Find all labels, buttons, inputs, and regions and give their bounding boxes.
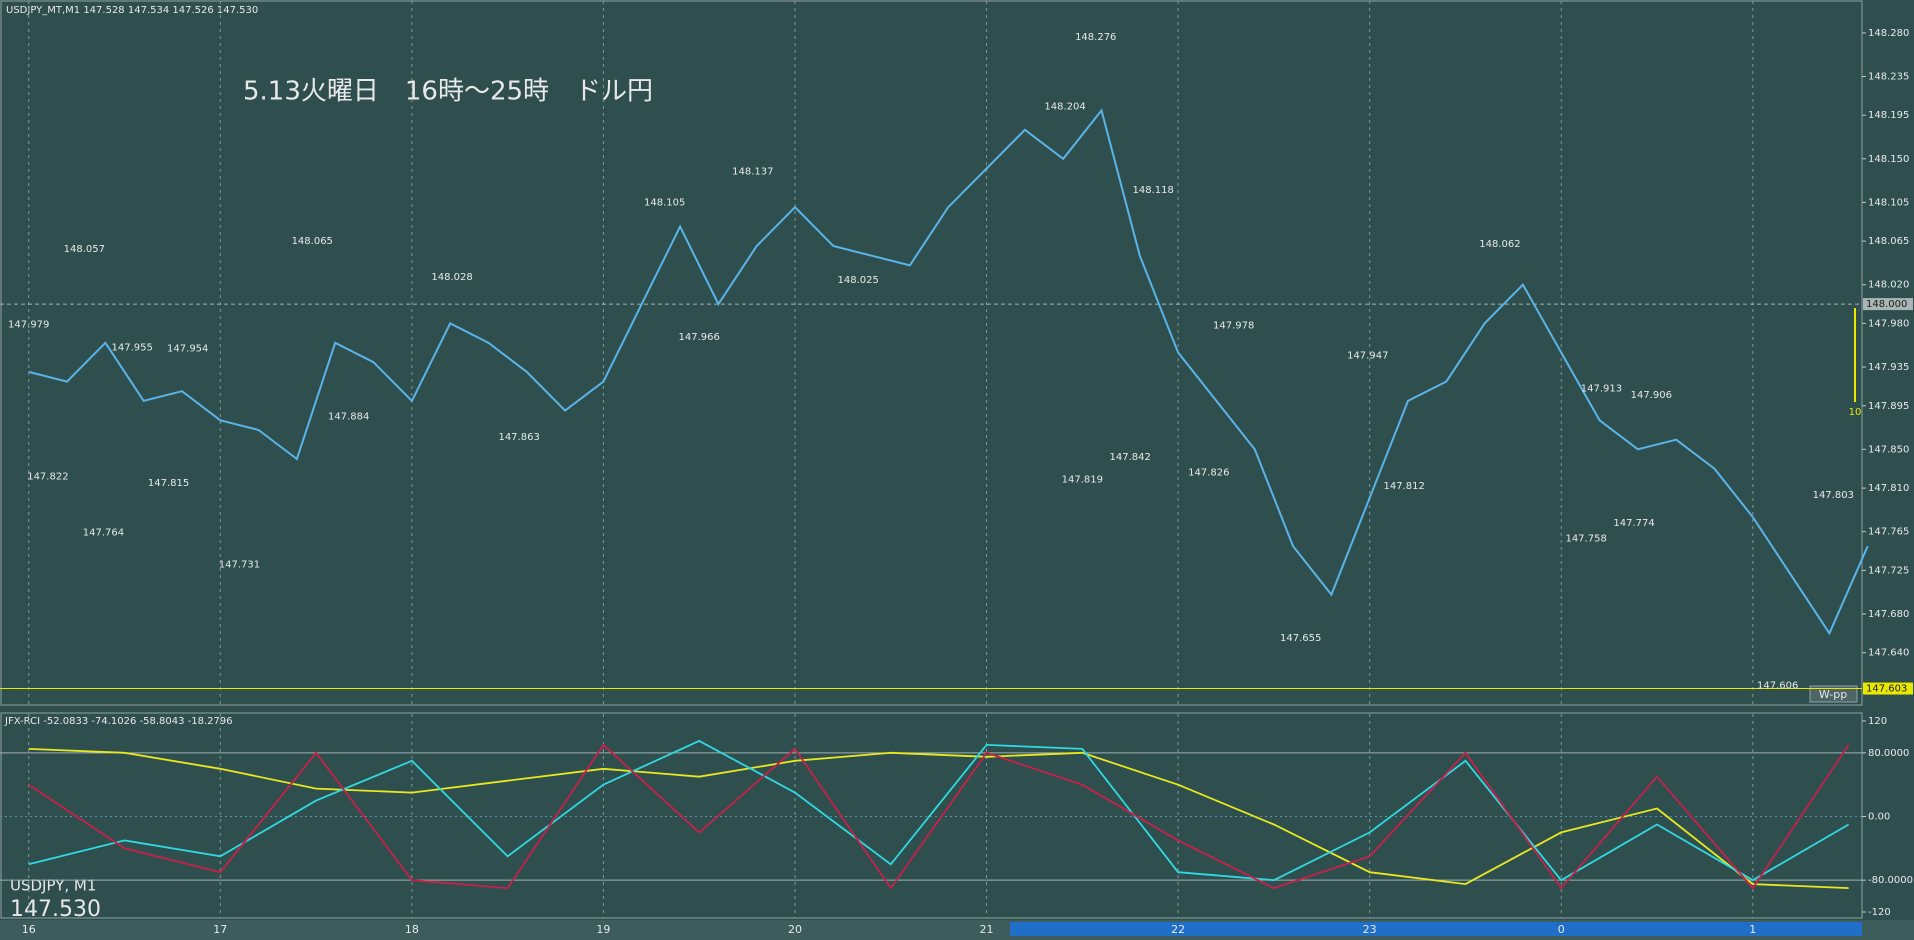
price-annotation: 148.276: [1075, 32, 1116, 43]
price-annotation: 148.204: [1044, 102, 1085, 113]
chart-header: USDJPY_MT,M1 147.528 147.534 147.526 147…: [6, 5, 258, 16]
price-annotation: 148.028: [431, 272, 472, 283]
y-tick-label: 147.850: [1868, 444, 1909, 455]
price-marker-box: [1863, 682, 1913, 695]
price-annotation: 148.062: [1479, 239, 1520, 250]
price-annotation: 147.803: [1813, 490, 1854, 501]
price-annotation: 147.822: [27, 471, 68, 482]
x-tick-label: 0: [1558, 923, 1565, 936]
y-tick-label: 147.980: [1868, 318, 1909, 329]
price-annotation: 147.606: [1757, 681, 1798, 692]
price-annotation: 147.815: [148, 478, 189, 489]
price-annotation: 147.812: [1383, 481, 1424, 492]
price-annotation: 147.913: [1581, 383, 1622, 394]
y-tick-label: 0.00: [1868, 812, 1890, 823]
price-annotation: 147.906: [1631, 390, 1672, 401]
price-marker-label: 147.603: [1866, 684, 1907, 695]
price-annotation: 147.954: [167, 344, 208, 355]
price-annotation: 147.774: [1613, 518, 1654, 529]
time-axis-highlight: [1010, 922, 1862, 936]
y-tick-label: 147.680: [1868, 609, 1909, 620]
indicator-title: JFX-RCI -52.0833 -74.1026 -58.8043 -18.2…: [4, 716, 233, 727]
y-tick-label: 80.0000: [1868, 748, 1909, 759]
y-tick-label: 148.280: [1868, 28, 1909, 39]
y-tick-label: 147.935: [1868, 362, 1909, 373]
price-annotation: 147.947: [1347, 350, 1388, 361]
price-annotation: 148.065: [292, 236, 333, 247]
y-tick-label: -80.0000: [1868, 875, 1913, 886]
chart-title: 5.13火曜日 16時～25時 ドル円: [243, 77, 653, 107]
price-annotation: 147.978: [1213, 320, 1254, 331]
series-line: [28, 743, 1850, 890]
y-tick-label: 148.195: [1868, 110, 1909, 121]
y-tick-label: 148.105: [1868, 197, 1909, 208]
x-tick-label: 22: [1171, 923, 1185, 936]
x-tick-label: 17: [213, 923, 227, 936]
y-tick-label: 148.150: [1868, 154, 1909, 165]
price-annotation: 147.758: [1565, 533, 1606, 544]
sub-frame: [0, 712, 1863, 919]
x-tick-label: 16: [22, 923, 36, 936]
price-annotation: 147.842: [1110, 452, 1151, 463]
y-tick-label: -120: [1868, 907, 1891, 918]
marker-label: 10: [1849, 407, 1862, 418]
y-tick-label: 148.065: [1868, 236, 1909, 247]
y-tick-label: 120: [1868, 716, 1887, 727]
price-annotation: 148.118: [1133, 185, 1174, 196]
x-tick-label: 1: [1749, 923, 1756, 936]
bid-label: 147.530: [10, 897, 101, 922]
price-annotation: 147.884: [328, 411, 369, 422]
price-annotation: 147.819: [1062, 474, 1103, 485]
price-annotation: 147.966: [679, 332, 720, 343]
y-tick-label: 148.020: [1868, 280, 1909, 291]
x-tick-label: 23: [1363, 923, 1377, 936]
series-line: [28, 739, 1850, 882]
price-annotation: 147.826: [1188, 468, 1229, 479]
x-tick-label: 21: [980, 923, 994, 936]
price-annotation: 148.105: [644, 197, 685, 208]
price-marker-label: 148.000: [1866, 299, 1907, 310]
x-tick-label: 18: [405, 923, 419, 936]
price-annotation: 147.655: [1280, 633, 1321, 644]
pivot-box: [1809, 685, 1858, 703]
price-annotation: 147.979: [8, 319, 49, 330]
y-tick-label: 147.765: [1868, 527, 1909, 538]
y-tick-label: 147.895: [1868, 401, 1909, 412]
price-annotation: 147.731: [219, 560, 260, 571]
y-tick-label: 147.725: [1868, 565, 1909, 576]
y-tick-label: 147.810: [1868, 483, 1909, 494]
price-marker-box: [1863, 298, 1913, 311]
y-tick-label: 147.640: [1868, 648, 1909, 659]
x-tick-label: 19: [596, 923, 610, 936]
series-line: [28, 108, 1869, 636]
y-tick-label: 148.235: [1868, 72, 1909, 83]
price-annotation: 147.955: [111, 343, 152, 354]
pivot-label: W-pp: [1819, 688, 1847, 701]
price-annotation: 148.025: [838, 275, 879, 286]
series-line: [28, 748, 1849, 889]
price-annotation: 147.764: [83, 528, 124, 539]
price-annotation: 148.137: [732, 166, 773, 177]
x-tick-label: 20: [788, 923, 802, 936]
symbol-label: USDJPY, M1: [10, 877, 96, 895]
price-annotation: 147.863: [498, 432, 539, 443]
price-annotation: 148.057: [64, 244, 105, 255]
main-frame: [0, 0, 1863, 706]
